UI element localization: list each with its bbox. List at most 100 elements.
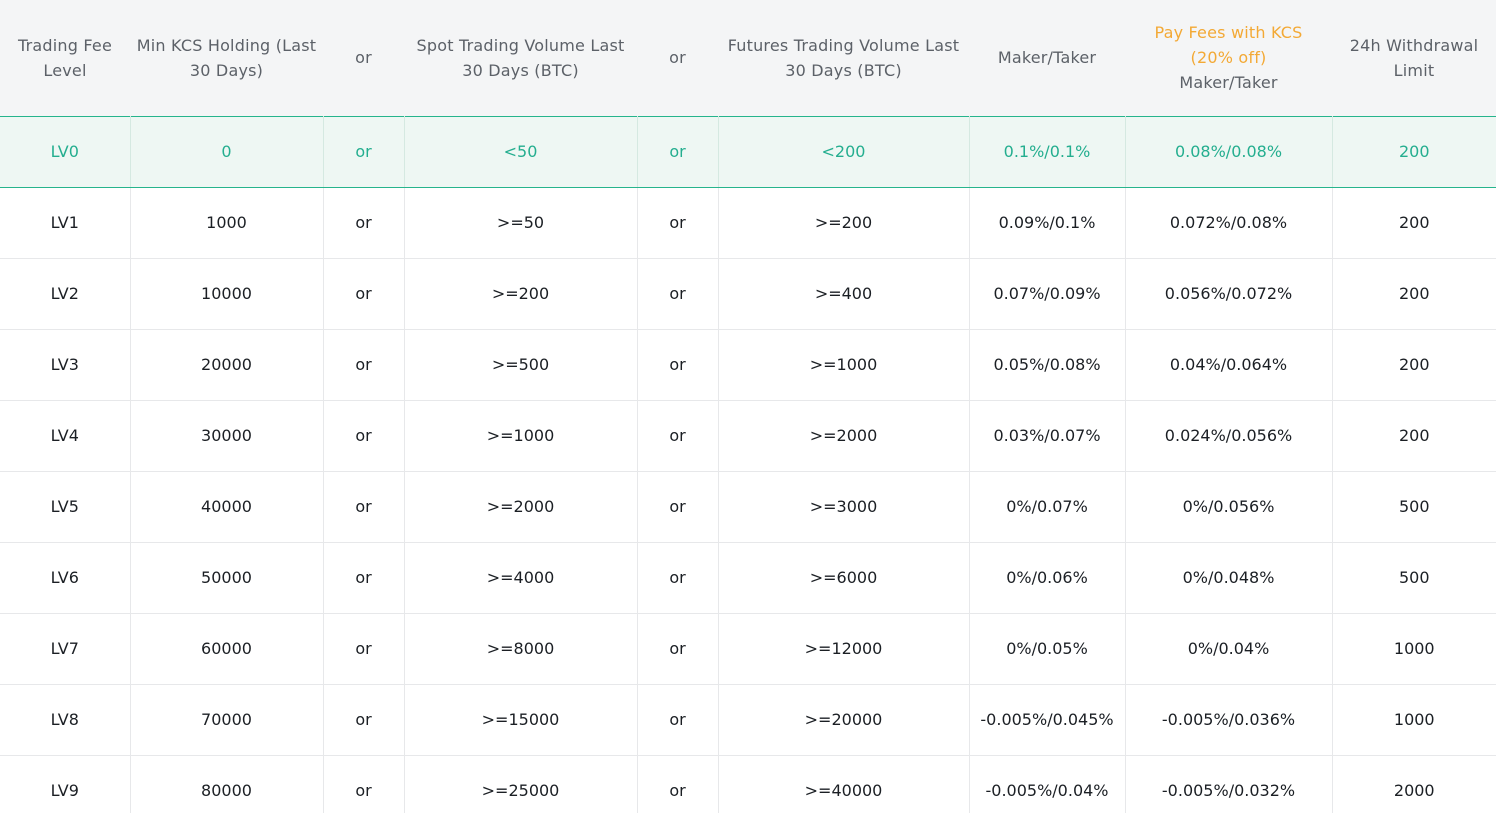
cell-or: or bbox=[323, 258, 405, 330]
cell-withdrawal-limit: 500 bbox=[1332, 471, 1496, 543]
cell-or: or bbox=[323, 542, 405, 614]
cell-or: or bbox=[637, 613, 719, 685]
cell-spot-volume: >=25000 bbox=[404, 755, 638, 813]
cell-kcs-holding: 1000 bbox=[130, 187, 324, 259]
header-kcs-holding: Min KCS Holding (Last 30 Days) bbox=[136, 35, 317, 80]
cell-spot-volume: >=2000 bbox=[404, 471, 638, 543]
cell-or: or bbox=[323, 115, 405, 188]
header-level: Trading Fee Level bbox=[17, 35, 112, 80]
cell-level: LV5 bbox=[0, 471, 131, 543]
cell-or: or bbox=[323, 329, 405, 401]
table-row: LV1 1000 or >=50 or >=200 0.09%/0.1% 0.072%/0.0… bbox=[0, 187, 1496, 259]
cell-kcs-fee: 0.056%/0.072% bbox=[1125, 258, 1333, 330]
cell-kcs-holding: 80000 bbox=[130, 755, 324, 813]
cell-futures-volume: >=12000 bbox=[718, 613, 970, 685]
cell-withdrawal-limit: 200 bbox=[1332, 187, 1496, 259]
cell-futures-volume: >=400 bbox=[718, 258, 970, 330]
header-pay-with-kcs-sub: Maker/Taker bbox=[1179, 73, 1278, 93]
cell-withdrawal-limit: 200 bbox=[1332, 258, 1496, 330]
header-spot-volume: Spot Trading Volume Last 30 Days (BTC) bbox=[416, 35, 625, 80]
cell-level: LV3 bbox=[0, 329, 131, 401]
table-row: LV3 20000 or >=500 or >=1000 0.05%/0.08% 0.04%/… bbox=[0, 329, 1496, 401]
table-row: LV5 40000 or >=2000 or >=3000 0%/0.07% 0%/0.056… bbox=[0, 471, 1496, 543]
table-row: LV8 70000 or >=15000 or >=20000 -0.005%/0.045%… bbox=[0, 684, 1496, 756]
cell-level: LV7 bbox=[0, 613, 131, 685]
header-maker-taker: Maker/Taker bbox=[997, 48, 1097, 68]
cell-or: or bbox=[637, 329, 719, 401]
cell-kcs-holding: 40000 bbox=[130, 471, 324, 543]
cell-level: LV8 bbox=[0, 684, 131, 756]
cell-or: or bbox=[323, 187, 405, 259]
cell-or: or bbox=[637, 542, 719, 614]
cell-level: LV2 bbox=[0, 258, 131, 330]
cell-maker-taker: 0.07%/0.09% bbox=[969, 258, 1126, 330]
cell-or: or bbox=[637, 684, 719, 756]
cell-kcs-fee: 0.04%/0.064% bbox=[1125, 329, 1333, 401]
cell-kcs-holding: 30000 bbox=[130, 400, 324, 472]
cell-or: or bbox=[323, 400, 405, 472]
cell-maker-taker: -0.005%/0.04% bbox=[969, 755, 1126, 813]
cell-maker-taker: 0.09%/0.1% bbox=[969, 187, 1126, 259]
cell-kcs-holding: 0 bbox=[130, 115, 324, 188]
cell-or: or bbox=[637, 400, 719, 472]
cell-maker-taker: 0%/0.05% bbox=[969, 613, 1126, 685]
cell-kcs-fee: -0.005%/0.032% bbox=[1125, 755, 1333, 813]
cell-spot-volume: >=4000 bbox=[404, 542, 638, 614]
table-row: LV7 60000 or >=8000 or >=12000 0%/0.05% 0%/0.04… bbox=[0, 613, 1496, 685]
cell-kcs-fee: 0.072%/0.08% bbox=[1125, 187, 1333, 259]
cell-maker-taker: 0%/0.07% bbox=[969, 471, 1126, 543]
cell-kcs-holding: 60000 bbox=[130, 613, 324, 685]
cell-withdrawal-limit: 200 bbox=[1332, 400, 1496, 472]
cell-maker-taker: 0.03%/0.07% bbox=[969, 400, 1126, 472]
header-pay-with-kcs-highlight: Pay Fees with KCS (20% off) bbox=[1154, 23, 1303, 68]
cell-spot-volume: >=8000 bbox=[404, 613, 638, 685]
cell-kcs-fee: 0.024%/0.056% bbox=[1125, 400, 1333, 472]
cell-or: or bbox=[637, 115, 719, 188]
cell-spot-volume: <50 bbox=[404, 115, 638, 188]
header-withdrawal-limit: 24h Withdrawal Limit bbox=[1349, 35, 1479, 80]
cell-maker-taker: -0.005%/0.045% bbox=[969, 684, 1126, 756]
cell-kcs-holding: 50000 bbox=[130, 542, 324, 614]
table-row: LV2 10000 or >=200 or >=400 0.07%/0.09% 0.056%/… bbox=[0, 258, 1496, 330]
cell-level: LV9 bbox=[0, 755, 131, 813]
cell-level: LV4 bbox=[0, 400, 131, 472]
cell-spot-volume: >=500 bbox=[404, 329, 638, 401]
cell-futures-volume: >=2000 bbox=[718, 400, 970, 472]
cell-futures-volume: >=40000 bbox=[718, 755, 970, 813]
cell-kcs-holding: 20000 bbox=[130, 329, 324, 401]
cell-withdrawal-limit: 1000 bbox=[1332, 684, 1496, 756]
cell-spot-volume: >=200 bbox=[404, 258, 638, 330]
cell-withdrawal-limit: 200 bbox=[1332, 115, 1496, 188]
cell-futures-volume: >=6000 bbox=[718, 542, 970, 614]
table-row: LV6 50000 or >=4000 or >=6000 0%/0.06% 0%/0.048… bbox=[0, 542, 1496, 614]
cell-or: or bbox=[637, 471, 719, 543]
cell-or: or bbox=[637, 755, 719, 813]
cell-spot-volume: >=50 bbox=[404, 187, 638, 259]
cell-or: or bbox=[323, 684, 405, 756]
cell-or: or bbox=[323, 755, 405, 813]
table-header: Trading Fee Level Min KCS Holding (Last … bbox=[0, 0, 1496, 116]
cell-or: or bbox=[637, 258, 719, 330]
cell-or: or bbox=[637, 187, 719, 259]
header-or: or bbox=[669, 48, 686, 68]
table-row: LV4 30000 or >=1000 or >=2000 0.03%/0.07% 0.024… bbox=[0, 400, 1496, 472]
header-or: or bbox=[355, 48, 372, 68]
cell-level: LV1 bbox=[0, 187, 131, 259]
cell-kcs-fee: 0.08%/0.08% bbox=[1125, 115, 1333, 188]
cell-futures-volume: >=3000 bbox=[718, 471, 970, 543]
cell-kcs-fee: 0%/0.048% bbox=[1125, 542, 1333, 614]
cell-withdrawal-limit: 500 bbox=[1332, 542, 1496, 614]
cell-futures-volume: >=200 bbox=[718, 187, 970, 259]
cell-kcs-fee: 0%/0.056% bbox=[1125, 471, 1333, 543]
cell-or: or bbox=[323, 613, 405, 685]
cell-maker-taker: 0.05%/0.08% bbox=[969, 329, 1126, 401]
header-pay-with-kcs: Pay Fees with KCS (20% off) Maker/Taker bbox=[1125, 0, 1332, 116]
table-row: LV9 80000 or >=25000 or >=40000 -0.005%/0.04% -… bbox=[0, 755, 1496, 813]
cell-withdrawal-limit: 2000 bbox=[1332, 755, 1496, 813]
cell-spot-volume: >=1000 bbox=[404, 400, 638, 472]
cell-futures-volume: <200 bbox=[718, 115, 970, 188]
cell-futures-volume: >=1000 bbox=[718, 329, 970, 401]
cell-kcs-holding: 70000 bbox=[130, 684, 324, 756]
cell-or: or bbox=[323, 471, 405, 543]
